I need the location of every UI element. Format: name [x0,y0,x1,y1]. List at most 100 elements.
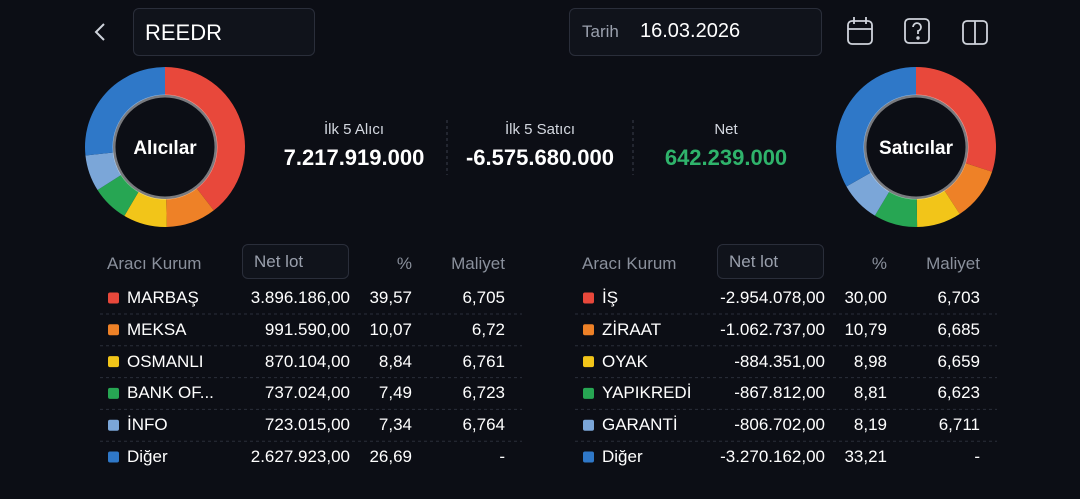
cost: 6,72 [471,319,505,339]
search-box[interactable] [133,8,315,56]
broker-name: ZİRAAT [602,319,662,339]
net-lot: -3.270.162,00 [720,447,825,466]
percent: 7,49 [378,383,412,403]
date-picker[interactable] [569,8,822,56]
search-text[interactable]: REEDR [145,20,223,45]
donut-center [863,94,969,200]
net-lot: 2.627.923,00 [250,447,350,466]
net-lot: 991.590,00 [264,319,350,339]
broker-name: BANK OF... [127,383,214,403]
column-header: % [871,254,887,273]
broker-name: OYAK [602,351,648,371]
help-icon[interactable] [904,18,930,44]
column-header: % [396,254,412,273]
column-header: Maliyet [451,254,505,273]
net-lot: 870.104,00 [264,351,350,371]
legend-swatch [583,292,594,304]
percent: 8,84 [378,351,412,371]
cost: 6,764 [462,415,505,435]
cost: 6,705 [462,288,505,307]
cost: 6,703 [937,288,980,307]
column-header: Aracı Kurum [107,254,202,273]
legend-swatch [108,419,119,431]
column-header: Maliyet [926,254,980,273]
legend-swatch [108,292,119,304]
donut-segment [165,67,245,211]
cost: 6,761 [462,351,505,371]
donut-segment [916,190,960,227]
legend-swatch [108,387,119,399]
donut-segment [84,67,165,156]
net-lot: -2.954.078,00 [720,288,825,307]
donut-segment [836,67,916,187]
stat-label: İlk 5 Satıcı [504,121,576,138]
legend-swatch [108,451,119,463]
broker-name: MEKSA [127,319,187,339]
percent: 30,00 [844,288,887,307]
sort-dropdown[interactable] [242,244,349,279]
legend-swatch [583,356,594,368]
broker-name: OSMANLI [127,351,204,371]
donut-segment [97,174,139,216]
cost: 6,711 [938,415,980,435]
percent: 8,19 [853,415,887,435]
percent: 33,21 [844,447,887,466]
donut-label: Alıcılar [133,138,197,159]
legend-swatch [108,356,119,368]
broker-name: Diğer [127,447,168,466]
layout-icon[interactable] [962,20,988,45]
donut-segment [85,152,122,190]
back-icon[interactable] [94,23,105,41]
stat-value: 7.217.919.000 [283,145,425,170]
broker-name: Diğer [602,447,643,466]
cost: 6,723 [462,383,505,403]
donut-segment [124,191,167,228]
donut-segment [166,188,214,227]
calendar-icon[interactable] [847,17,873,45]
stat-label: Net [714,121,738,138]
net-lot: 723.015,00 [264,415,350,435]
broker-name: YAPIKREDİ [602,383,692,403]
net-lot: 3.896.186,00 [250,288,350,307]
donut-label: Satıcılar [879,138,954,159]
percent: 10,79 [844,319,887,339]
cost: 6,623 [937,383,980,403]
date-value[interactable]: 16.03.2026 [640,20,741,42]
legend-swatch [583,324,594,336]
percent: 39,57 [369,288,412,307]
sort-dropdown[interactable] [717,244,824,279]
column-header: Aracı Kurum [582,254,677,273]
percent: 10,07 [369,319,412,339]
date-label: Tarih [582,22,619,41]
donut-segment [846,172,890,216]
net-lot: -867.812,00 [734,383,825,403]
percent: 7,34 [378,415,412,435]
cost: - [499,447,505,466]
broker-name: MARBAŞ [127,288,199,307]
column-header[interactable]: Net lot [729,252,779,271]
donut-center [112,94,218,200]
stat-value: -6.575.680.000 [465,145,615,170]
percent: 26,69 [369,447,412,466]
legend-swatch [583,419,594,431]
cost: - [974,447,980,466]
percent: 8,98 [853,351,887,371]
legend-swatch [583,451,594,463]
cost: 6,659 [937,351,980,371]
broker-name: İŞ [602,288,619,307]
stat-value: 642.239.000 [664,145,788,170]
net-lot: -1.062.737,00 [720,319,825,339]
donut-segment [874,191,918,227]
legend-swatch [583,387,594,399]
legend-swatch [108,324,119,336]
column-header[interactable]: Net lot [254,252,304,271]
net-lot: 737.024,00 [264,383,350,403]
net-lot: -806.702,00 [734,415,825,435]
net-lot: -884.351,00 [734,351,825,371]
broker-name: İNFO [127,415,168,435]
stat-label: İlk 5 Alıcı [323,121,385,138]
donut-segment [944,163,993,214]
cost: 6,685 [937,319,980,339]
